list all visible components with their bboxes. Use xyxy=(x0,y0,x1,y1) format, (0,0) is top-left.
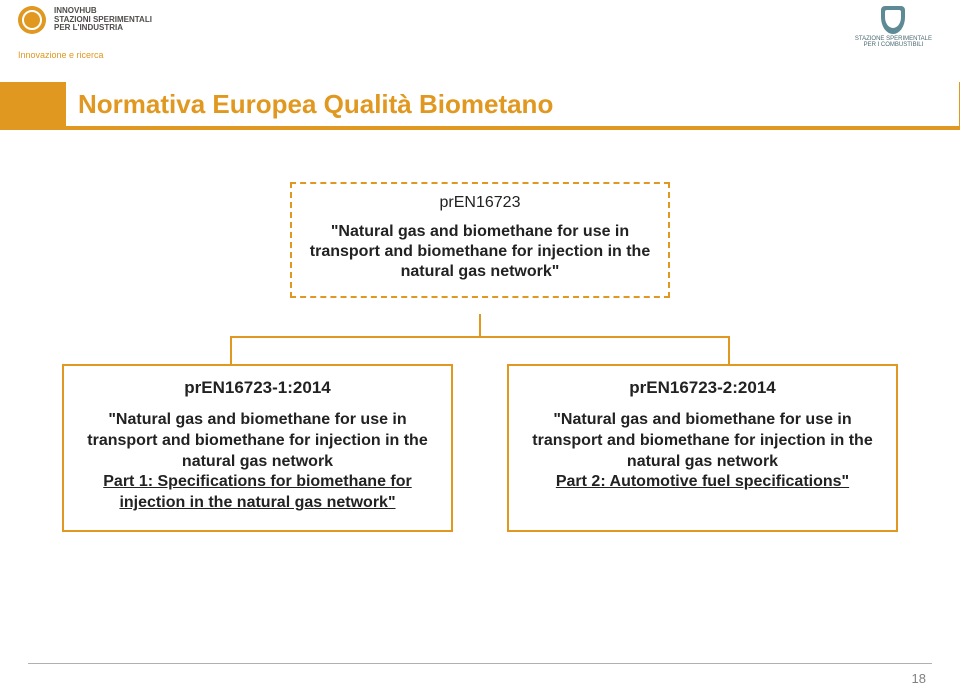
connector-horizontal xyxy=(230,336,730,338)
part2-title-prefix: "Natural gas and biomethane for use in t… xyxy=(532,411,872,470)
connector-vertical-top xyxy=(479,314,481,336)
part2-title: "Natural gas and biomethane for use in t… xyxy=(525,410,880,493)
part2-box: prEN16723-2:2014 "Natural gas and biomet… xyxy=(507,364,898,532)
shield-icon xyxy=(881,6,905,34)
title-row: Normativa Europea Qualità Biometano xyxy=(0,82,960,126)
logo-left: INNOVHUB STAZIONI SPERIMENTALI PER L'IND… xyxy=(0,6,152,34)
parent-code: prEN16723 xyxy=(306,194,654,212)
footer-divider xyxy=(28,663,932,664)
part1-code: prEN16723-1:2014 xyxy=(80,378,435,398)
innovhub-logo-icon xyxy=(18,6,46,34)
part1-title-prefix: "Natural gas and biomethane for use in t… xyxy=(87,411,427,470)
standard-parent-box: prEN16723 "Natural gas and biomethane fo… xyxy=(290,182,670,298)
part2-code: prEN16723-2:2014 xyxy=(525,378,880,398)
connector-vertical-left xyxy=(230,336,232,364)
slide-title: Normativa Europea Qualità Biometano xyxy=(66,82,960,126)
part2-subtitle: Part 2: Automotive fuel specifications" xyxy=(556,473,849,490)
part1-subtitle: Part 1: Specifications for biomethane fo… xyxy=(103,473,412,511)
page-number: 18 xyxy=(912,671,926,686)
connector-vertical-right xyxy=(728,336,730,364)
part1-box: prEN16723-1:2014 "Natural gas and biomet… xyxy=(62,364,453,532)
slide-header: INNOVHUB STAZIONI SPERIMENTALI PER L'IND… xyxy=(0,0,960,58)
diagram-area: prEN16723 "Natural gas and biomethane fo… xyxy=(0,150,960,654)
logo-right: STAZIONE SPERIMENTALE PER I COMBUSTIBILI xyxy=(855,6,932,48)
child-boxes-row: prEN16723-1:2014 "Natural gas and biomet… xyxy=(62,364,898,532)
logo-line3: PER L'INDUSTRIA xyxy=(54,24,152,33)
right-logo-line2: PER I COMBUSTIBILI xyxy=(864,42,924,48)
tagline: Innovazione e ricerca xyxy=(0,48,116,62)
part1-title: "Natural gas and biomethane for use in t… xyxy=(80,410,435,514)
title-accent-block xyxy=(0,82,66,126)
title-underline xyxy=(0,126,960,130)
parent-title: "Natural gas and biomethane for use in t… xyxy=(306,222,654,282)
logo-left-text: INNOVHUB STAZIONI SPERIMENTALI PER L'IND… xyxy=(54,7,152,33)
